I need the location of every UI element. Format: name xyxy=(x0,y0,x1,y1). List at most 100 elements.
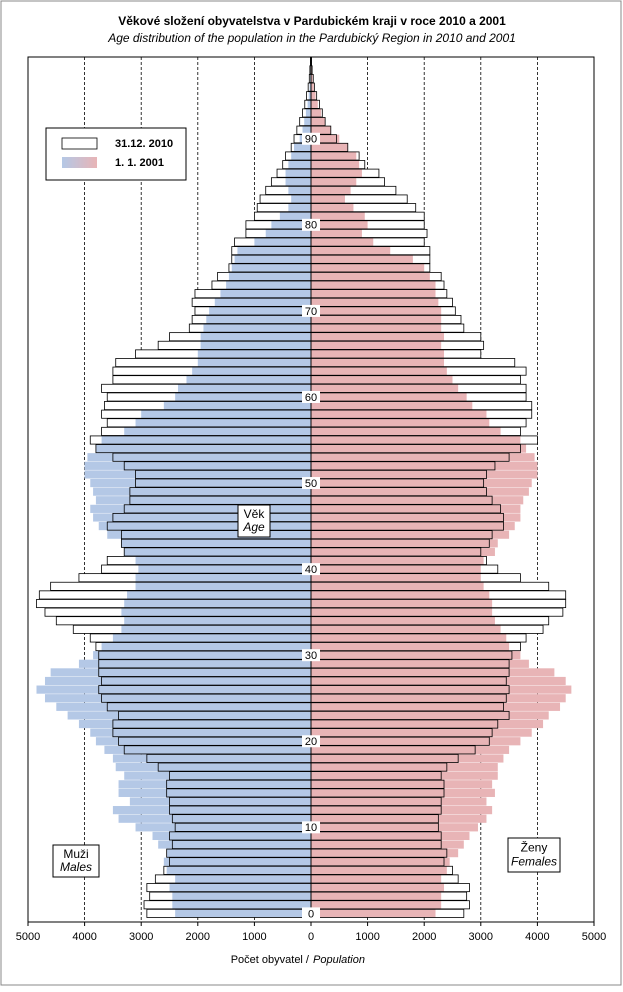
bar-2001-females xyxy=(311,686,571,694)
bar-2001-males xyxy=(192,367,311,375)
bar-2001-females xyxy=(311,401,472,409)
y-tick-label: 60 xyxy=(305,392,317,404)
legend-swatch xyxy=(62,138,97,149)
bar-2001-females xyxy=(311,358,444,366)
bar-2001-females xyxy=(311,582,484,590)
bar-2001-females xyxy=(311,806,492,814)
bar-2001-males xyxy=(51,668,311,676)
bar-2001-females xyxy=(311,445,526,453)
bar-2001-males xyxy=(175,875,311,883)
bar-2001-females xyxy=(311,729,532,737)
bar-2001-males xyxy=(220,290,311,298)
bar-2001-males xyxy=(286,169,311,177)
y-tick-label: 10 xyxy=(305,822,317,834)
bar-2001-females xyxy=(311,866,447,874)
x-tick-label: 3000 xyxy=(129,931,153,943)
bar-2001-males xyxy=(229,272,311,280)
bar-2001-females xyxy=(311,462,537,470)
x-tick-label: 3000 xyxy=(469,931,493,943)
bar-2001-males xyxy=(158,840,311,848)
x-axis-label: Počet obyvatel / xyxy=(231,954,310,966)
bar-2001-males xyxy=(203,324,311,332)
bar-2001-males xyxy=(130,797,311,805)
bar-2001-females xyxy=(311,660,529,668)
bar-2001-males xyxy=(96,496,311,504)
bar-2001-males xyxy=(215,298,311,306)
bar-2001-females xyxy=(311,488,529,496)
bar-2001-females xyxy=(311,832,469,840)
bar-2001-females xyxy=(311,470,537,478)
bar-2001-females xyxy=(311,393,467,401)
bar-2001-females xyxy=(311,651,520,659)
bar-2001-females xyxy=(311,479,532,487)
bar-2001-females xyxy=(311,548,495,556)
bar-2001-females xyxy=(311,204,353,212)
bar-2001-males xyxy=(286,178,311,186)
y-tick-label: 90 xyxy=(305,134,317,146)
bar-2001-males xyxy=(90,729,311,737)
bar-2001-females xyxy=(311,100,318,108)
bar-2001-males xyxy=(209,307,311,315)
x-tick-label: 1000 xyxy=(242,931,266,943)
bar-2001-females xyxy=(311,780,492,788)
bar-2001-females xyxy=(311,436,520,444)
bar-2001-females xyxy=(311,117,325,125)
bar-2001-females xyxy=(311,238,373,246)
bar-2001-males xyxy=(206,315,311,323)
y-tick-label: 40 xyxy=(305,564,317,576)
bar-2001-males xyxy=(96,737,311,745)
bar-2001-males xyxy=(288,186,311,194)
bar-2001-females xyxy=(311,376,453,384)
y-tick-label: 0 xyxy=(308,908,314,920)
bar-2001-males xyxy=(170,883,312,891)
bar-2001-females xyxy=(311,384,458,392)
age-label-en: Age xyxy=(242,520,265,534)
x-tick-label: 4000 xyxy=(525,931,549,943)
bar-2001-males xyxy=(96,445,311,453)
bar-2001-females xyxy=(311,556,484,564)
bar-2001-females xyxy=(311,152,356,160)
bar-2001-males xyxy=(291,152,311,160)
bar-2001-females xyxy=(311,247,390,255)
bar-2001-females xyxy=(311,281,436,289)
y-tick-label: 30 xyxy=(305,650,317,662)
bar-2001-males xyxy=(164,858,311,866)
bar-2001-males xyxy=(232,264,311,272)
bar-2001-males xyxy=(136,582,311,590)
chart-title: Věkové složení obyvatelstva v Pardubické… xyxy=(118,14,506,28)
bar-2001-females xyxy=(311,892,441,900)
bar-2001-females xyxy=(311,453,535,461)
bar-2001-males xyxy=(304,117,311,125)
females-label: Ženy xyxy=(521,839,548,854)
bar-2001-females xyxy=(311,797,486,805)
bar-2001-males xyxy=(87,453,311,461)
chart-subtitle: Age distribution of the population in th… xyxy=(107,31,516,45)
legend-box xyxy=(46,128,186,180)
bar-2001-females xyxy=(311,599,492,607)
legend-label: 31.12. 2010 xyxy=(115,138,173,150)
bar-2001-females xyxy=(311,677,566,685)
bar-2001-females xyxy=(311,901,441,909)
bar-2001-females xyxy=(311,634,506,642)
bar-2001-females xyxy=(311,307,441,315)
bar-2001-males xyxy=(164,401,311,409)
bar-2001-females xyxy=(311,642,509,650)
bar-2001-males xyxy=(113,754,311,762)
bar-2001-males xyxy=(124,548,311,556)
bar-2010-outline xyxy=(311,57,312,65)
bar-2001-females xyxy=(311,909,436,917)
males-label-en: Males xyxy=(60,860,92,874)
bar-2001-females xyxy=(311,160,359,168)
bar-2001-males xyxy=(127,591,311,599)
bar-2001-females xyxy=(311,531,509,539)
bar-2001-males xyxy=(113,806,311,814)
x-tick-label: 2000 xyxy=(186,931,210,943)
bar-2001-males xyxy=(178,384,311,392)
bar-2001-males xyxy=(235,255,311,263)
bar-2001-females xyxy=(311,883,444,891)
bar-2001-males xyxy=(93,651,311,659)
bar-2001-males xyxy=(175,909,311,917)
bar-2001-females xyxy=(311,169,362,177)
bar-2001-males xyxy=(85,470,311,478)
bar-2001-males xyxy=(167,849,311,857)
